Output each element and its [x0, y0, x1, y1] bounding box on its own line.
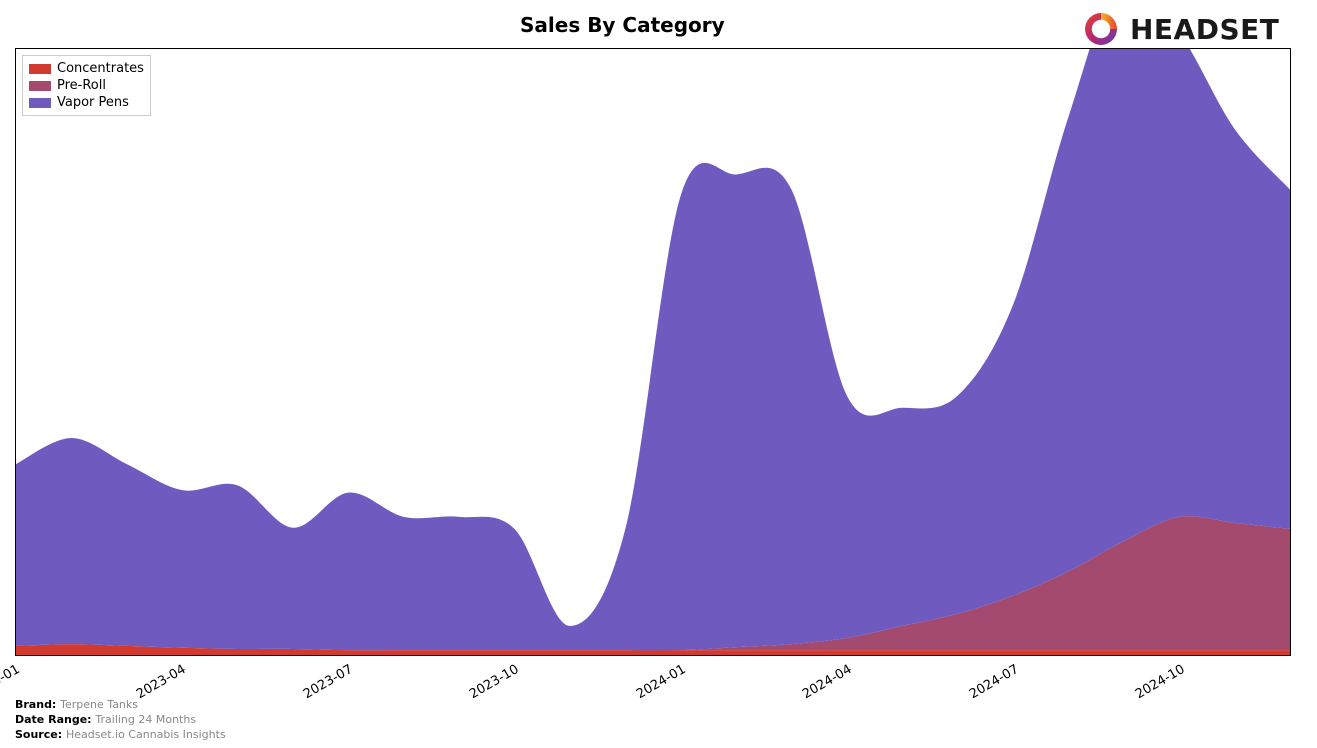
x-tick-label: 2023-04 — [134, 662, 189, 702]
x-tick-label: 2023-01 — [0, 662, 23, 702]
footer-line: Source: Headset.io Cannabis Insights — [15, 728, 226, 743]
headset-logo: HEADSET — [1080, 8, 1279, 50]
area-chart-svg — [16, 49, 1290, 655]
legend-item: Concentrates — [29, 60, 144, 77]
x-tick-label: 2024-07 — [967, 662, 1022, 702]
x-tick-label: 2023-07 — [301, 662, 356, 702]
chart-plot-area: Concentrates Pre-Roll Vapor Pens — [15, 48, 1291, 656]
footer-value: Headset.io Cannabis Insights — [66, 728, 226, 741]
footer-value: Terpene Tanks — [60, 698, 138, 711]
legend-label: Concentrates — [57, 61, 144, 76]
footer-line: Date Range: Trailing 24 Months — [15, 713, 226, 728]
x-tick-label: 2024-01 — [634, 662, 689, 702]
headset-logo-text: HEADSET — [1130, 13, 1279, 46]
x-tick-label: 2023-10 — [467, 662, 522, 702]
legend-swatch — [29, 64, 51, 74]
footer-label: Brand: — [15, 698, 60, 711]
chart-footer: Brand: Terpene TanksDate Range: Trailing… — [15, 698, 226, 743]
legend-label: Vapor Pens — [57, 95, 129, 110]
footer-line: Brand: Terpene Tanks — [15, 698, 226, 713]
footer-value: Trailing 24 Months — [95, 713, 196, 726]
footer-label: Date Range: — [15, 713, 95, 726]
chart-title: Sales By Category — [520, 13, 725, 37]
legend-swatch — [29, 98, 51, 108]
legend-item: Vapor Pens — [29, 94, 144, 111]
legend: Concentrates Pre-Roll Vapor Pens — [22, 55, 151, 116]
x-tick-label: 2024-04 — [800, 662, 855, 702]
x-tick-label: 2024-10 — [1133, 662, 1188, 702]
headset-logo-icon — [1080, 8, 1122, 50]
legend-swatch — [29, 81, 51, 91]
legend-label: Pre-Roll — [57, 78, 106, 93]
footer-label: Source: — [15, 728, 66, 741]
legend-item: Pre-Roll — [29, 77, 144, 94]
